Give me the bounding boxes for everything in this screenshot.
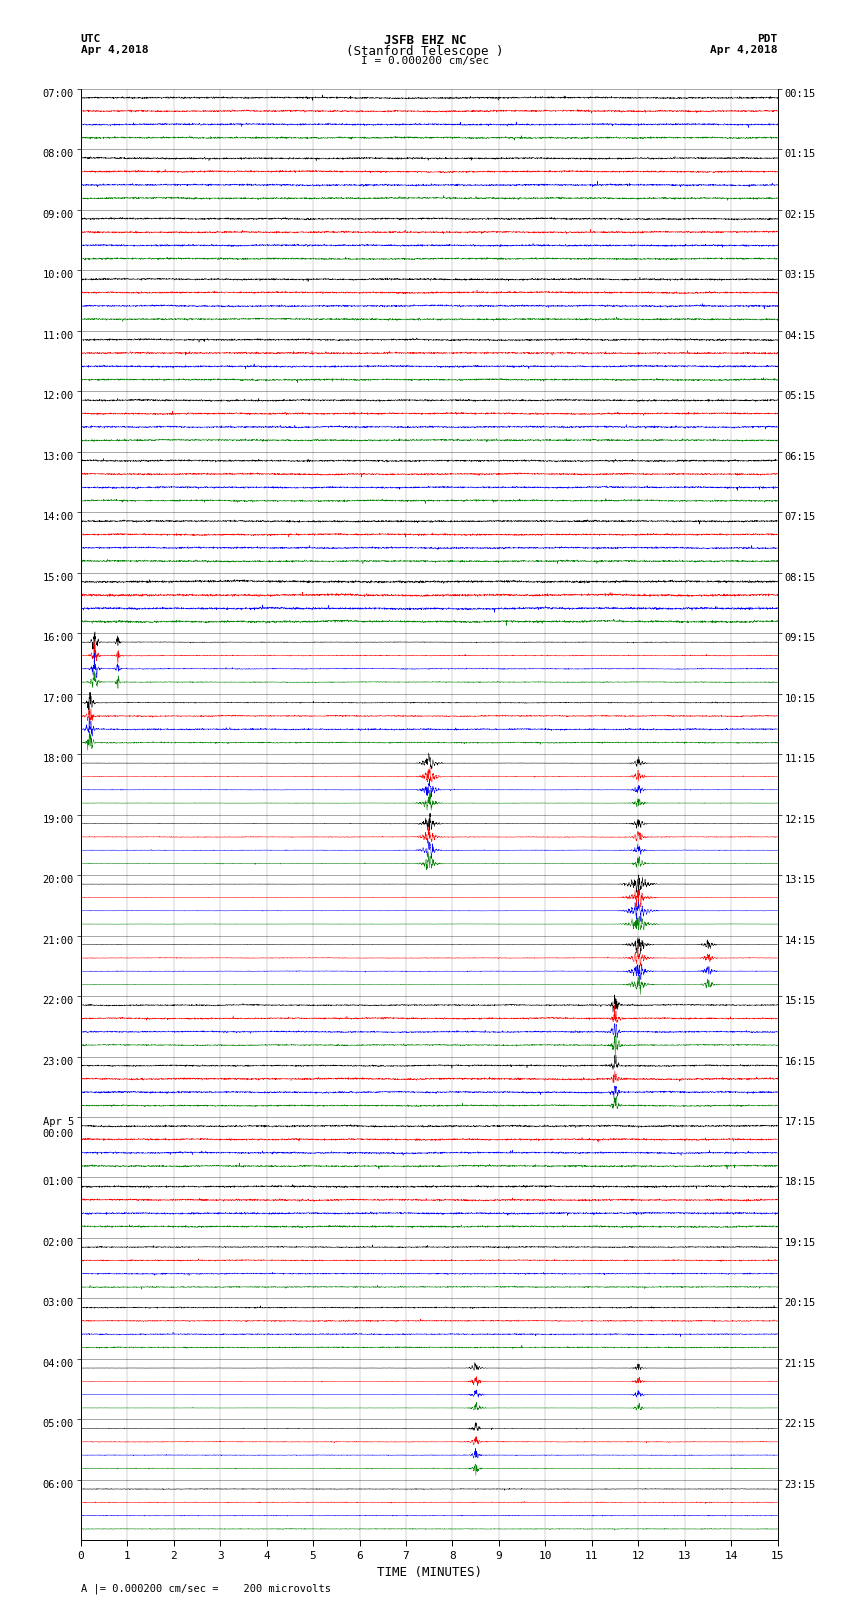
Text: (Stanford Telescope ): (Stanford Telescope ) — [346, 45, 504, 58]
Text: A |= 0.000200 cm/sec =    200 microvolts: A |= 0.000200 cm/sec = 200 microvolts — [81, 1582, 331, 1594]
Text: I = 0.000200 cm/sec: I = 0.000200 cm/sec — [361, 56, 489, 66]
Text: UTC: UTC — [81, 34, 101, 44]
Text: Apr 4,2018: Apr 4,2018 — [711, 45, 778, 55]
Text: PDT: PDT — [757, 34, 778, 44]
Text: JSFB EHZ NC: JSFB EHZ NC — [383, 34, 467, 47]
X-axis label: TIME (MINUTES): TIME (MINUTES) — [377, 1566, 482, 1579]
Text: Apr 4,2018: Apr 4,2018 — [81, 45, 148, 55]
